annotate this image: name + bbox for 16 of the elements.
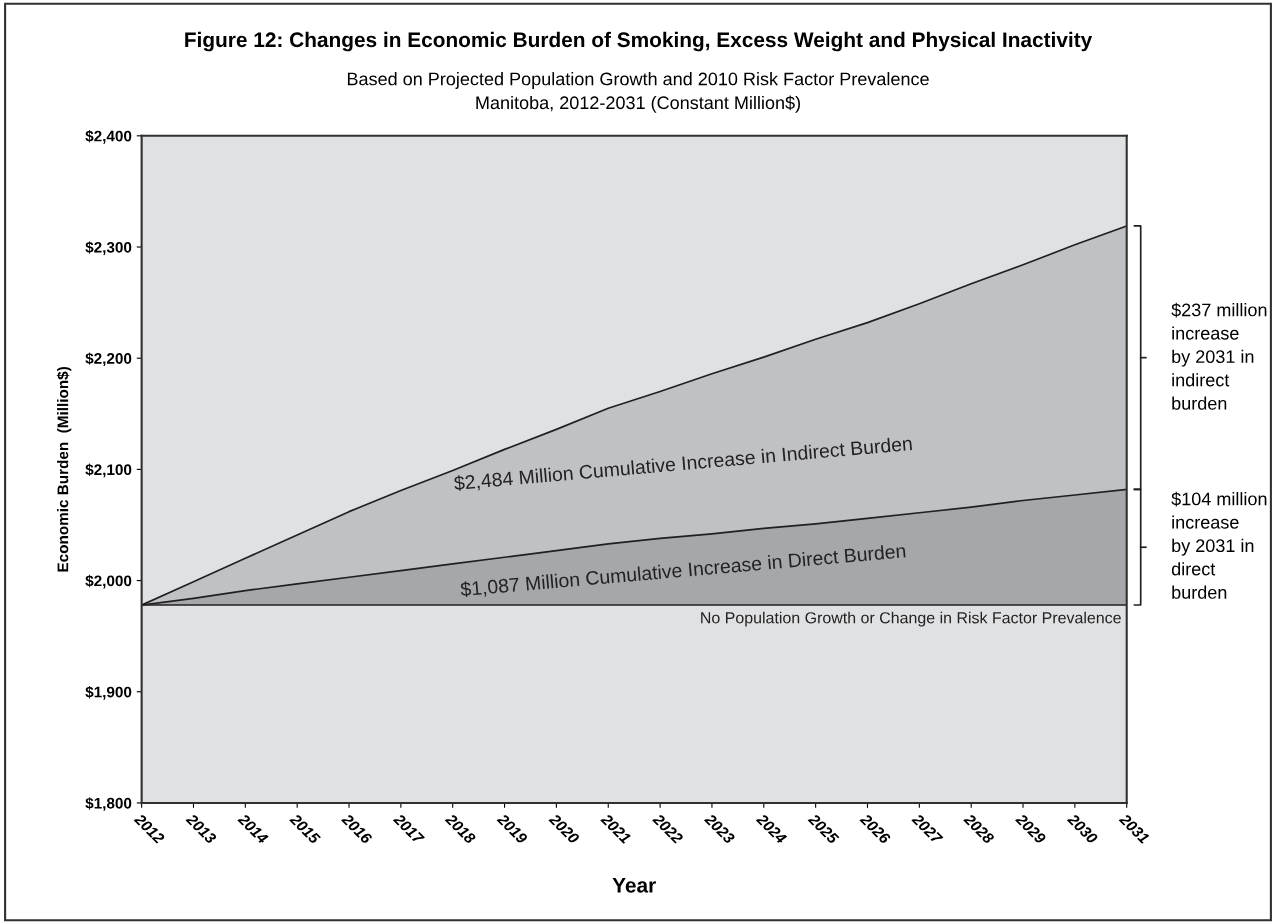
- annotation: $104 million increase by 2031 in direct burden: [1171, 491, 1267, 599]
- y-tick-label: $1,900: [85, 685, 132, 700]
- annotation: $237 million increase by 2031 in indirect burden: [1171, 302, 1267, 410]
- annotation: $1,087 Million Cumulative Increase in Direct Burden: [459, 542, 906, 599]
- y-axis-title: Economic Burden (Million$): [56, 367, 72, 572]
- chart-subtitle: Based on Projected Population Growth and 2010 Risk Factor Prevalence Manitoba, 2012-2031 (Constant Million$): [347, 72, 929, 113]
- x-axis-title: Year: [612, 878, 656, 893]
- chart-title: Figure 12: Changes in Economic Burden of Smoking, Excess Weight and Physical Inactivity: [185, 31, 1093, 52]
- series-label: No Population Growth or Change in Risk Factor Prevalence: [701, 611, 1121, 627]
- y-tick-label: $2,100: [85, 463, 132, 478]
- y-tick-label: $2,200: [85, 352, 132, 367]
- y-tick-label: $1,800: [85, 797, 132, 811]
- y-tick-label: $2,000: [85, 574, 132, 589]
- y-tick-label: $2,400: [85, 130, 132, 144]
- y-tick-label: $2,300: [85, 241, 132, 255]
- annotation: $2,484 Million Cumulative Increase in Indirect Burden: [453, 435, 913, 493]
